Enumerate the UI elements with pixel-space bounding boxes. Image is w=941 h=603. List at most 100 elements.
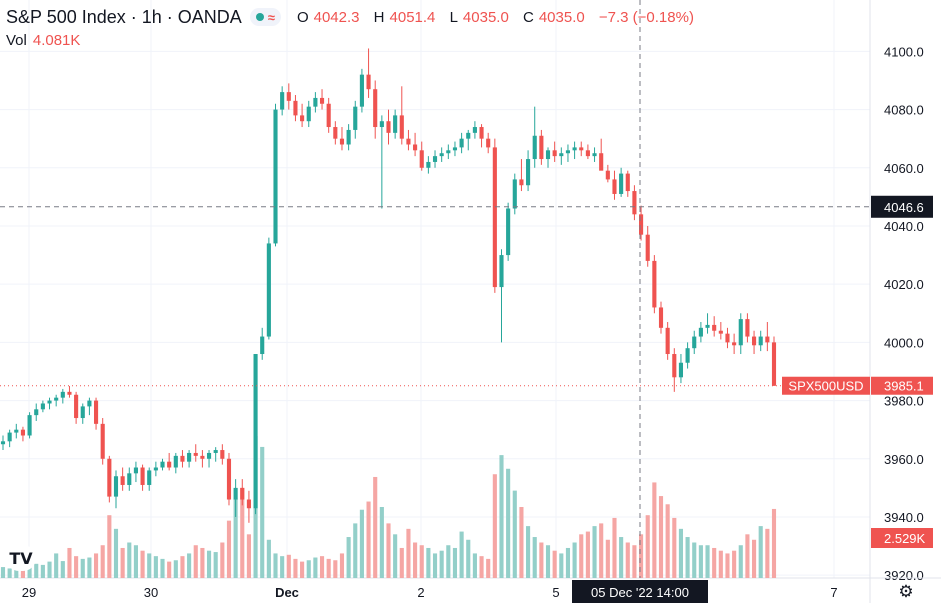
volume-bar <box>14 566 19 578</box>
volume-bar <box>180 556 185 578</box>
volume-bar <box>319 556 325 578</box>
candle-body <box>127 473 132 485</box>
volume-label[interactable]: Vol <box>6 32 27 49</box>
volume-value: 4.081K <box>32 32 81 49</box>
volume-bar <box>393 534 398 578</box>
candle-body <box>220 450 225 459</box>
candle-body <box>240 487 245 500</box>
y-tick-label: 4000.0 <box>884 335 924 350</box>
candle-body <box>718 330 723 334</box>
volume-bar <box>625 542 630 578</box>
volume-bar <box>725 553 730 578</box>
candle-body <box>213 450 218 453</box>
candle-body <box>579 147 584 151</box>
candle-body <box>393 115 398 133</box>
volume-bar <box>127 542 132 578</box>
candle-body <box>439 153 444 157</box>
volume-bar <box>300 561 305 578</box>
candle-body <box>246 499 251 509</box>
volume-bar <box>113 528 119 578</box>
volume-bar <box>280 556 285 578</box>
candle-body <box>625 173 630 192</box>
candle-body <box>712 324 717 331</box>
y-tick-label: 3940.0 <box>884 510 924 525</box>
volume-bar <box>353 523 358 578</box>
volume-bar <box>645 515 650 578</box>
candle-body <box>133 467 138 474</box>
candle-body <box>67 391 72 395</box>
y-tick-label: 3980.0 <box>884 394 924 409</box>
candle-body <box>306 106 311 122</box>
volume-bar <box>67 547 72 578</box>
tradingview-logo-icon[interactable]: TV <box>6 545 36 571</box>
candle-body <box>339 138 345 145</box>
gear-icon[interactable]: ⚙ <box>898 582 914 601</box>
volume-bar <box>492 474 497 578</box>
volume-bar <box>167 561 172 578</box>
candle-body <box>751 336 757 346</box>
candle-body <box>652 260 657 308</box>
market-status-pill[interactable]: ≈ <box>249 8 281 26</box>
y-tick-label: 4060.0 <box>884 161 924 176</box>
volume-bar <box>672 517 677 578</box>
ohlc-values: O 4042.3 H 4051.4 L 4035.0 C 4035.0 −7.3 (−0… <box>297 9 699 26</box>
volume-bar <box>80 558 85 578</box>
candle-body <box>80 406 85 419</box>
candle-body <box>499 255 504 288</box>
candle-body <box>532 135 537 160</box>
volume-bar <box>54 553 59 578</box>
crosshair-price-label-bg <box>871 195 933 218</box>
candle-body <box>313 97 318 107</box>
volume-bar <box>692 542 697 578</box>
volume-bar <box>326 558 331 578</box>
volume-bar <box>632 545 637 578</box>
candle-body <box>147 470 152 485</box>
volume-bar <box>479 556 484 578</box>
volume-axis-label-bg <box>871 528 933 548</box>
y-tick-label: 4080.0 <box>884 103 924 118</box>
candle-body <box>678 362 684 378</box>
volume-bar <box>27 564 32 578</box>
volume-bar <box>266 539 271 578</box>
candle-body <box>692 336 697 349</box>
candle-body <box>619 173 624 194</box>
candle-body <box>353 106 358 130</box>
candle-body <box>74 394 79 419</box>
volume-bar <box>286 554 291 578</box>
volume-bar <box>619 537 624 578</box>
volume-bar <box>373 476 378 578</box>
change-value: −7.3 (−0.18%) <box>598 8 694 26</box>
candle-body <box>413 144 418 151</box>
candle-body <box>20 429 26 436</box>
volume-bar <box>758 526 763 578</box>
candle-body <box>479 127 484 139</box>
volume-bar <box>226 520 232 578</box>
candle-body <box>745 319 750 337</box>
high-key: H <box>373 8 385 26</box>
x-tick-label: 29 <box>22 585 36 600</box>
candle-body <box>293 100 298 116</box>
volume-bar <box>639 534 644 578</box>
volume-bar <box>599 523 604 578</box>
volume-bar <box>140 550 145 578</box>
volume-bar <box>652 482 657 578</box>
candle-body <box>599 153 604 171</box>
candle-body <box>446 150 451 154</box>
candle-body <box>280 92 285 110</box>
volume-bar <box>74 556 79 578</box>
candle-body <box>173 455 178 468</box>
volume-bar <box>306 560 311 578</box>
candle-body <box>605 170 610 180</box>
crosshair-price-label: 4046.6 <box>884 200 924 215</box>
candle-body <box>765 336 770 343</box>
candle-body <box>459 138 464 148</box>
volume-bar <box>499 455 504 578</box>
open-key: O <box>296 8 309 26</box>
candle-body <box>539 135 544 160</box>
candle-body <box>406 138 411 145</box>
candle-body <box>419 150 424 168</box>
symbol-title[interactable]: S&P 500 Index · 1h · OANDA <box>6 6 242 27</box>
candle-body <box>519 179 524 186</box>
